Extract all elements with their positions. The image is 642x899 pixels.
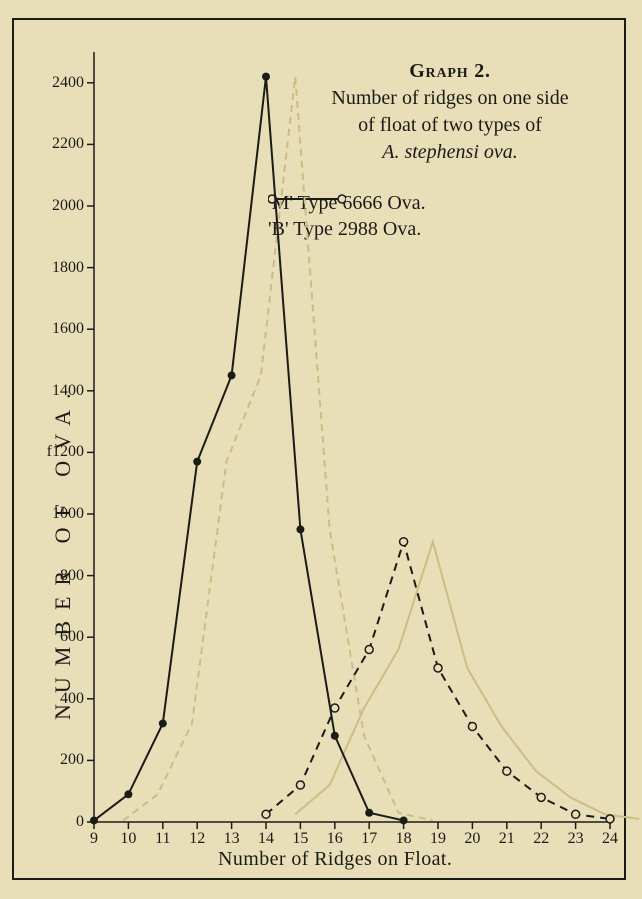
x-tick: 12 (189, 830, 205, 848)
y-tick: 400 (60, 690, 84, 708)
y-tick: 600 (60, 628, 84, 646)
y-tick: 1000 (52, 505, 84, 523)
x-tick: 19 (430, 830, 446, 848)
chart-plot (0, 0, 642, 899)
y-tick: 2400 (52, 74, 84, 92)
x-tick: 18 (396, 830, 412, 848)
x-tick: 9 (90, 830, 98, 848)
y-tick: f1200 (47, 443, 84, 461)
x-tick: 16 (327, 830, 343, 848)
y-tick: 1800 (52, 259, 84, 277)
x-tick: 21 (499, 830, 515, 848)
x-tick: 24 (602, 830, 618, 848)
y-tick: 1600 (52, 320, 84, 338)
x-tick: 15 (292, 830, 308, 848)
x-tick: 22 (533, 830, 549, 848)
x-tick: 13 (224, 830, 240, 848)
y-tick: 0 (76, 813, 84, 831)
y-tick: 1400 (52, 382, 84, 400)
page: Graph 2. Number of ridges on one side of… (0, 0, 642, 899)
x-tick: 11 (155, 830, 170, 848)
x-tick: 10 (120, 830, 136, 848)
x-tick: 17 (361, 830, 377, 848)
y-tick: 800 (60, 567, 84, 585)
y-tick: 200 (60, 751, 84, 769)
x-tick: 20 (464, 830, 480, 848)
y-tick: 2000 (52, 197, 84, 215)
x-tick: 14 (258, 830, 274, 848)
x-tick: 23 (568, 830, 584, 848)
y-tick: 2200 (52, 135, 84, 153)
